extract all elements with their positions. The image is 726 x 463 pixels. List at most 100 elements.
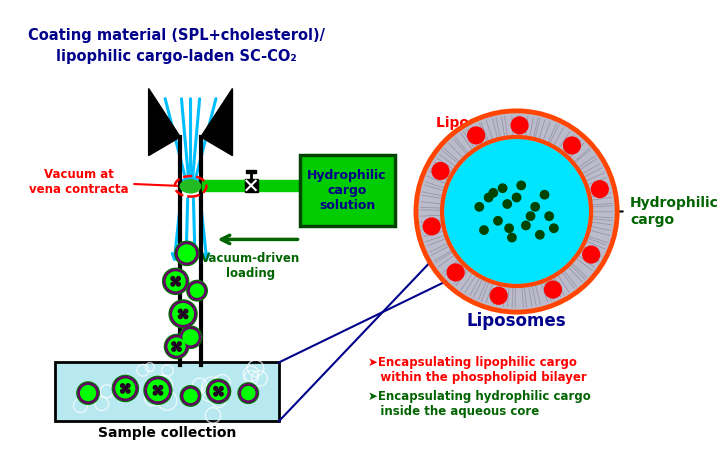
Circle shape: [183, 330, 198, 344]
Circle shape: [242, 387, 255, 400]
Text: Lipophilic cargo: Lipophilic cargo: [436, 116, 560, 130]
Circle shape: [423, 218, 440, 235]
Text: inside the aqueous core: inside the aqueous core: [367, 405, 539, 418]
Circle shape: [121, 389, 124, 393]
Circle shape: [153, 386, 157, 389]
Circle shape: [126, 384, 130, 388]
Circle shape: [190, 284, 203, 297]
Circle shape: [116, 379, 134, 398]
Circle shape: [144, 376, 172, 404]
FancyBboxPatch shape: [300, 155, 394, 226]
Text: Coating material (SPL+cholesterol)/
lipophilic cargo-laden SC-CO₂: Coating material (SPL+cholesterol)/ lipo…: [28, 28, 325, 63]
Circle shape: [214, 387, 218, 390]
Circle shape: [419, 113, 614, 309]
Circle shape: [531, 203, 539, 211]
Circle shape: [468, 127, 484, 144]
Circle shape: [179, 315, 182, 319]
Circle shape: [505, 224, 513, 232]
Text: ➤Encapsulating lipophilic cargo: ➤Encapsulating lipophilic cargo: [367, 356, 576, 369]
Circle shape: [81, 386, 96, 400]
Bar: [246, 169, 256, 173]
Circle shape: [156, 388, 160, 392]
Circle shape: [113, 375, 139, 401]
Circle shape: [163, 268, 189, 294]
Text: Hydrophilic
cargo
solution: Hydrophilic cargo solution: [307, 169, 387, 212]
Circle shape: [490, 288, 507, 304]
Text: Hydrophilic
cargo: Hydrophilic cargo: [630, 196, 719, 226]
Circle shape: [184, 389, 197, 402]
Circle shape: [179, 245, 195, 262]
Circle shape: [77, 382, 99, 404]
Circle shape: [180, 386, 201, 406]
Circle shape: [550, 224, 558, 232]
Circle shape: [175, 344, 179, 348]
Bar: [202, 180, 301, 191]
Circle shape: [210, 383, 227, 400]
Bar: [245, 179, 258, 192]
Circle shape: [123, 387, 127, 390]
Circle shape: [563, 137, 580, 154]
Circle shape: [507, 233, 516, 242]
Circle shape: [513, 194, 521, 202]
Circle shape: [182, 312, 185, 316]
Circle shape: [540, 190, 549, 199]
Circle shape: [173, 304, 193, 324]
Circle shape: [179, 326, 202, 348]
Text: Liposomes: Liposomes: [467, 313, 566, 331]
Circle shape: [238, 383, 258, 403]
Text: Vacuum-driven
loading: Vacuum-driven loading: [201, 252, 301, 281]
Circle shape: [121, 384, 124, 388]
Circle shape: [176, 282, 180, 286]
Circle shape: [216, 389, 221, 393]
Bar: [55, 363, 279, 421]
Circle shape: [175, 241, 199, 265]
Polygon shape: [201, 88, 232, 156]
Circle shape: [432, 163, 449, 179]
Text: ➤Encapsulating hydrophilic cargo: ➤Encapsulating hydrophilic cargo: [367, 390, 590, 403]
Ellipse shape: [180, 180, 201, 193]
Circle shape: [159, 386, 163, 389]
Circle shape: [544, 281, 561, 298]
Circle shape: [583, 246, 600, 263]
Circle shape: [168, 338, 185, 355]
Circle shape: [165, 334, 189, 359]
Circle shape: [475, 203, 484, 211]
Circle shape: [494, 217, 502, 225]
Circle shape: [206, 379, 231, 403]
Circle shape: [166, 272, 185, 291]
Circle shape: [447, 264, 464, 281]
Circle shape: [187, 281, 208, 301]
Circle shape: [445, 140, 588, 283]
Polygon shape: [149, 88, 180, 156]
Circle shape: [219, 387, 223, 390]
Circle shape: [522, 221, 530, 230]
Circle shape: [219, 392, 223, 396]
Circle shape: [517, 181, 526, 189]
Circle shape: [526, 212, 535, 220]
Circle shape: [214, 392, 218, 396]
Circle shape: [499, 184, 507, 192]
Circle shape: [147, 380, 168, 400]
Circle shape: [177, 342, 182, 345]
Circle shape: [171, 277, 175, 281]
Circle shape: [184, 309, 188, 313]
Circle shape: [511, 117, 528, 134]
Circle shape: [153, 391, 157, 395]
Circle shape: [536, 231, 544, 239]
Circle shape: [159, 391, 163, 395]
Circle shape: [179, 309, 182, 313]
Circle shape: [174, 280, 177, 283]
Circle shape: [184, 315, 188, 319]
Circle shape: [484, 194, 493, 202]
Text: Vacuum at
vena contracta: Vacuum at vena contracta: [29, 168, 184, 196]
Circle shape: [503, 200, 511, 208]
Circle shape: [592, 181, 608, 198]
Circle shape: [545, 212, 553, 220]
Circle shape: [489, 188, 497, 197]
Bar: [55, 363, 279, 421]
Circle shape: [126, 389, 130, 393]
Circle shape: [176, 277, 180, 281]
Circle shape: [172, 342, 176, 345]
Circle shape: [172, 347, 176, 351]
Text: Sample collection: Sample collection: [98, 426, 237, 440]
